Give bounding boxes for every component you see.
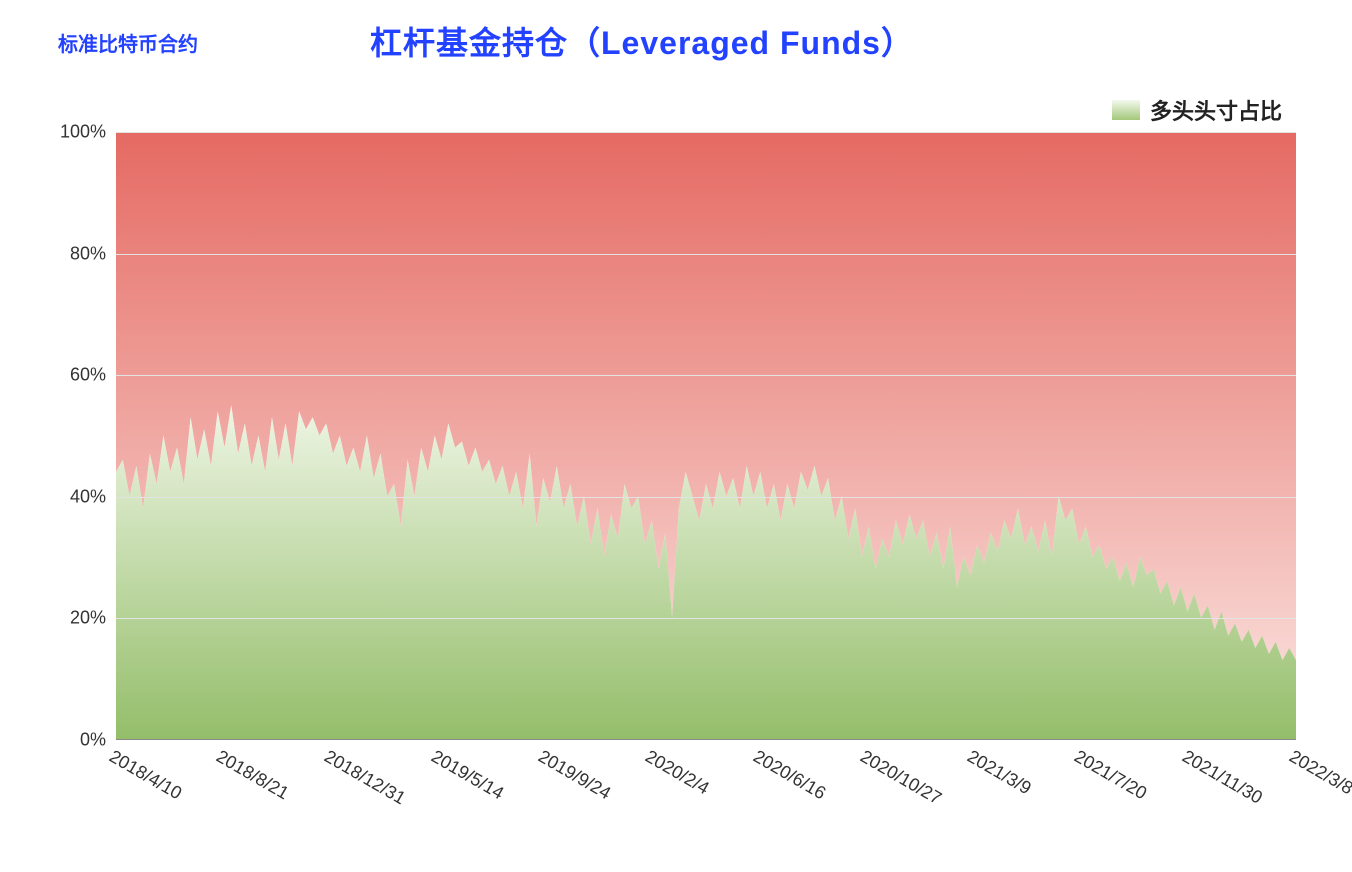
x-tick-label: 2021/11/30 bbox=[1178, 746, 1265, 809]
x-tick-label: 2021/3/9 bbox=[964, 746, 1035, 799]
legend-swatch bbox=[1112, 100, 1140, 120]
area-svg bbox=[116, 132, 1296, 739]
grid-line bbox=[116, 375, 1296, 376]
x-tick-label: 2019/9/24 bbox=[535, 746, 615, 804]
y-tick-label: 40% bbox=[46, 486, 106, 507]
chart-title: 杠杆基金持仓（Leveraged Funds） bbox=[370, 18, 914, 64]
legend: 多头头寸占比 bbox=[1112, 94, 1282, 126]
y-tick-label: 80% bbox=[46, 243, 106, 264]
x-tick-label: 2020/2/4 bbox=[642, 746, 713, 799]
y-tick-label: 20% bbox=[46, 608, 106, 629]
grid-line bbox=[116, 618, 1296, 619]
x-tick-label: 2018/12/31 bbox=[320, 746, 409, 809]
x-tick-label: 2022/3/8 bbox=[1286, 746, 1352, 799]
x-tick-label: 2018/4/10 bbox=[106, 746, 186, 804]
grid-line bbox=[116, 497, 1296, 498]
y-tick-label: 100% bbox=[46, 122, 106, 143]
y-tick-label: 0% bbox=[46, 730, 106, 751]
x-axis-ticks: 2018/4/102018/8/212018/12/312019/5/14201… bbox=[116, 746, 1296, 836]
x-tick-label: 2018/8/21 bbox=[213, 746, 293, 804]
chart-subtitle: 标准比特币合约 bbox=[58, 28, 198, 57]
plot-area bbox=[116, 132, 1296, 740]
x-tick-label: 2021/7/20 bbox=[1071, 746, 1151, 804]
chart: 2018/4/10 2018/8/21 2018/12/31 2019/5/14 201… bbox=[38, 132, 1318, 832]
x-tick-label: 2019/5/14 bbox=[427, 746, 507, 804]
x-tick-label: 2020/10/27 bbox=[856, 746, 945, 809]
grid-line bbox=[116, 254, 1296, 255]
grid-line bbox=[116, 132, 1296, 133]
x-tick-label: 2020/6/16 bbox=[749, 746, 829, 804]
y-tick-label: 60% bbox=[46, 365, 106, 386]
legend-label: 多头头寸占比 bbox=[1150, 94, 1282, 126]
